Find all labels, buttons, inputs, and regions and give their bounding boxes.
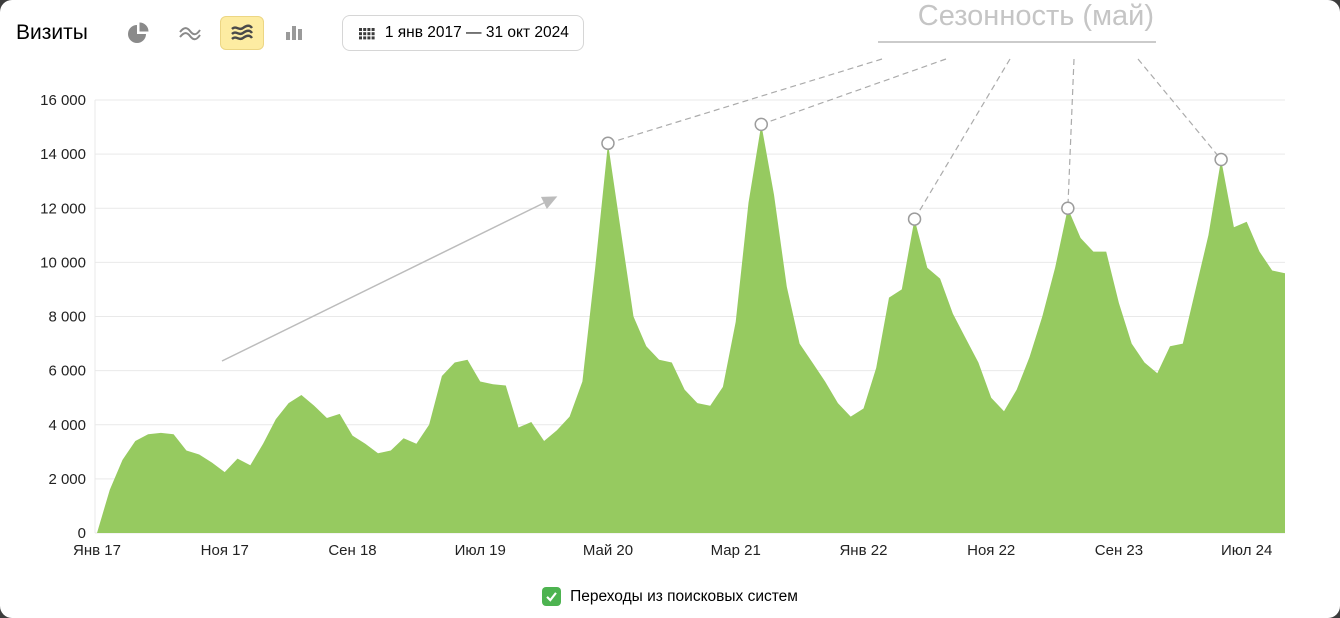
chart-type-switcher: [116, 16, 316, 50]
stacked-area-chart-icon: [230, 24, 253, 41]
y-tick-label: 14 000: [40, 146, 86, 163]
x-tick-label: Май 20: [583, 542, 633, 559]
y-tick-label: 16 000: [40, 92, 86, 109]
x-tick-label: Сен 18: [328, 542, 376, 559]
x-tick-label: Янв 17: [73, 542, 121, 559]
legend-label: Переходы из поисковых систем: [570, 587, 798, 605]
legend-checkbox[interactable]: [542, 587, 562, 606]
pie-chart-icon: [127, 22, 149, 43]
calendar-grid-icon: [358, 28, 375, 40]
chart-type-pie-button[interactable]: [116, 16, 160, 50]
y-tick-label: 6 000: [48, 363, 86, 380]
y-tick-label: 2 000: [48, 471, 86, 488]
x-tick-label: Сен 23: [1095, 542, 1143, 559]
y-tick-label: 4 000: [48, 417, 86, 434]
widget-header: Визиты: [16, 14, 1324, 52]
date-range-button[interactable]: 1 янв 2017 — 31 окт 2024: [341, 15, 584, 51]
x-tick-label: Янв 22: [839, 542, 887, 559]
chart-type-bar-button[interactable]: [272, 16, 316, 50]
x-tick-label: Ноя 17: [201, 542, 249, 559]
line-chart-icon: [179, 27, 201, 41]
chart-legend-item[interactable]: Переходы из поисковых систем: [0, 587, 1340, 606]
chart-plot-area[interactable]: [95, 100, 1285, 533]
x-tick-label: Июл 19: [455, 542, 506, 559]
chart-type-area-button[interactable]: [219, 16, 264, 50]
widget-title: Визиты: [16, 21, 88, 44]
x-tick-label: Июл 24: [1221, 542, 1272, 559]
x-tick-label: Мар 21: [711, 542, 761, 559]
y-tick-label: 0: [78, 525, 86, 542]
bar-chart-icon: [285, 26, 302, 40]
y-tick-label: 10 000: [40, 254, 86, 271]
y-tick-label: 8 000: [48, 309, 86, 326]
date-range-label: 1 янв 2017 — 31 окт 2024: [384, 24, 569, 41]
check-icon: [546, 592, 557, 602]
chart-type-line-button[interactable]: [168, 16, 212, 50]
seasonality-annotation-label: Сезонность (май): [877, 0, 1156, 43]
x-tick-label: Ноя 22: [967, 542, 1015, 559]
y-tick-label: 12 000: [40, 200, 86, 217]
